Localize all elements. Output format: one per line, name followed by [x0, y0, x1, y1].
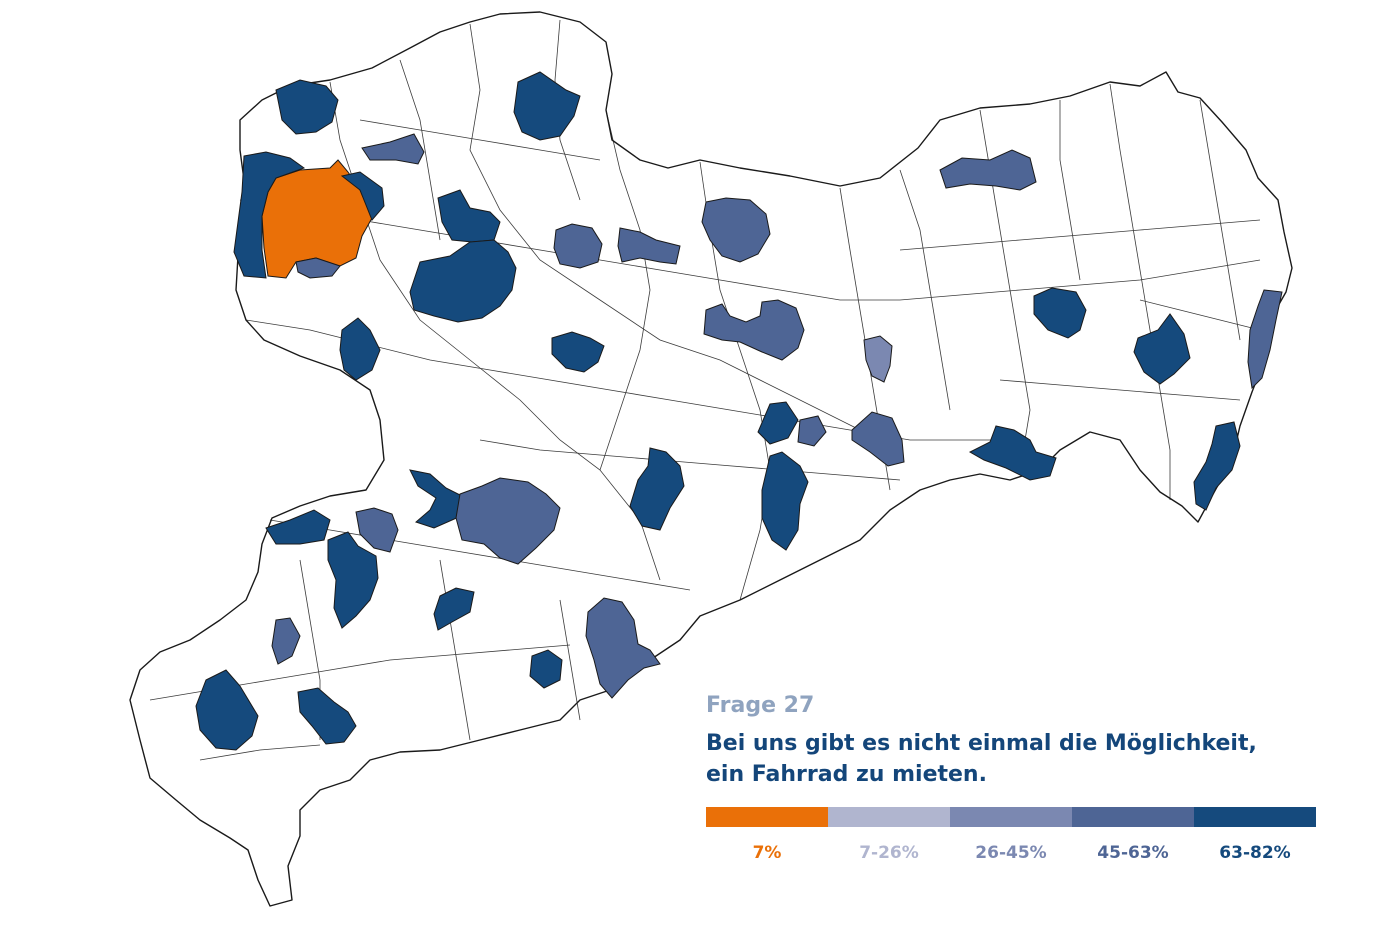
legend-label-3: 26-45% [975, 843, 1047, 863]
legend-swatch-4 [1072, 807, 1194, 827]
region-boundary [129, 11, 1293, 907]
question-title: Bei uns gibt es nicht einmal die Möglich… [706, 728, 1316, 790]
legend-swatch-5 [1194, 807, 1316, 827]
question-title-line-1: Bei uns gibt es nicht einmal die Möglich… [706, 731, 1257, 756]
legend-panel: Frage 27 Bei uns gibt es nicht einmal di… [706, 692, 1316, 863]
map-outline [129, 11, 1293, 907]
legend-label-4: 45-63% [1097, 843, 1169, 863]
legend-label-5: 63-82% [1219, 843, 1291, 863]
question-title-line-2: ein Fahrrad zu mieten. [706, 762, 987, 787]
legend-swatch-1 [706, 807, 828, 827]
legend-swatch-2 [828, 807, 950, 827]
highlighted-districts [195, 71, 1283, 751]
district-leipzig [261, 159, 373, 279]
legend-label-1: 7% [752, 843, 782, 863]
legend-label-2: 7-26% [859, 843, 919, 863]
question-number: Frage 27 [706, 693, 815, 718]
legend-swatch-3 [950, 807, 1072, 827]
legend-tick-labels: 7% 7-26% 26-45% 45-63% 63-82% [706, 843, 1316, 863]
legend-color-scale [706, 807, 1316, 827]
